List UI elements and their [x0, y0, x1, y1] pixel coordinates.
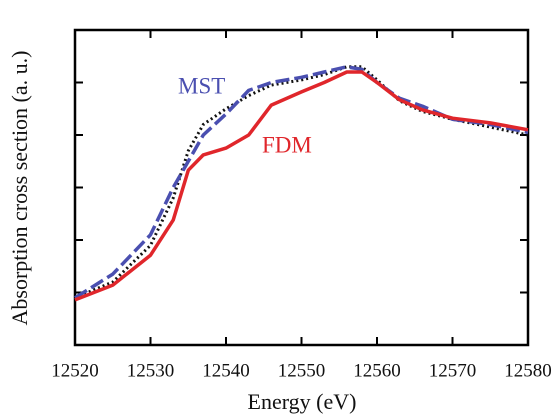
series-label: MST — [178, 73, 225, 98]
x-axis-title: Energy (eV) — [248, 389, 357, 414]
y-axis-title: Absorption cross section (a. u.) — [7, 51, 32, 326]
x-tick-label: 12540 — [202, 360, 250, 381]
x-tick-label: 12560 — [353, 360, 401, 381]
series-line — [74, 65, 529, 300]
series-label: FDM — [262, 132, 312, 157]
x-tick-label: 12520 — [51, 360, 99, 381]
x-tick-label: 12580 — [504, 360, 552, 381]
x-tick-label: 12550 — [278, 360, 326, 381]
series-line — [74, 65, 529, 300]
series-line — [74, 70, 529, 302]
x-tick-label: 12570 — [429, 360, 477, 381]
x-tick-label: 12530 — [127, 360, 175, 381]
